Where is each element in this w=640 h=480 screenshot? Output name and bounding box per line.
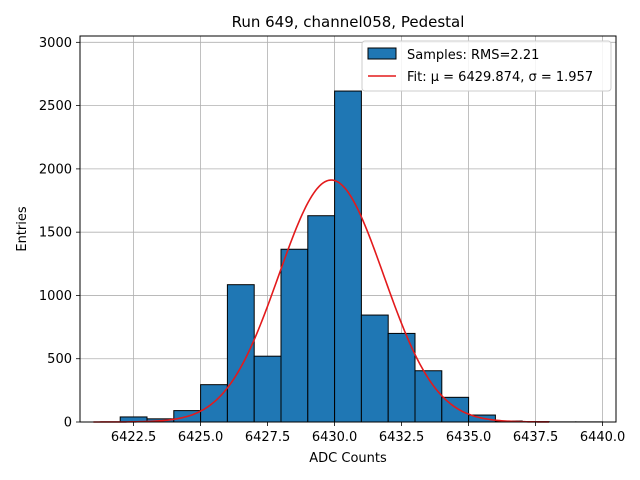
x-tick-label: 6427.5 — [245, 430, 291, 445]
y-tick-label: 0 — [64, 416, 72, 431]
x-tick-label: 6425.0 — [178, 430, 224, 445]
histogram-bar — [441, 396, 470, 423]
x-axis-ticks: 6422.5 6425.0 6427.5 6430.0 6432.5 6435.0 6437… — [111, 422, 626, 445]
chart-title: Run 649, channel058, Pedestal — [232, 13, 465, 31]
fit-curve — [93, 179, 550, 423]
x-tick-label: 6422.5 — [111, 430, 157, 445]
histogram-bar — [253, 355, 282, 423]
histogram-bar — [387, 332, 416, 423]
y-axis-ticks: 0 500 1000 1500 2000 2500 3000 — [39, 36, 80, 431]
y-tick-label: 2500 — [39, 99, 72, 114]
y-tick-label: 2000 — [39, 162, 72, 177]
legend-label-samples: Samples: RMS=2.21 — [407, 48, 539, 63]
histogram-bar — [226, 284, 255, 423]
y-axis-label: Entries — [15, 206, 30, 252]
histogram-bar — [200, 384, 228, 423]
x-axis-label: ADC Counts — [309, 451, 387, 466]
legend-swatch-samples — [367, 47, 397, 60]
y-tick-label: 1000 — [39, 289, 72, 304]
histogram-bar — [334, 90, 362, 423]
legend-box — [361, 40, 612, 92]
histogram-bars — [119, 90, 604, 423]
x-tick-label: 6432.5 — [379, 430, 425, 445]
y-tick-label: 1500 — [39, 226, 72, 241]
x-tick-label: 6435.0 — [446, 430, 492, 445]
plot-frame — [79, 35, 617, 423]
y-tick-label: 3000 — [39, 36, 72, 51]
x-tick-label: 6440.0 — [580, 430, 626, 445]
histogram-bar — [280, 248, 309, 423]
y-tick-label: 500 — [47, 352, 72, 367]
fit-curve-layer — [93, 179, 550, 423]
x-tick-label: 6430.0 — [312, 430, 358, 445]
histogram-bar — [360, 314, 389, 423]
legend: Samples: RMS=2.21 Fit: μ = 6429.874, σ =… — [361, 40, 612, 92]
histogram-bar — [307, 215, 336, 423]
x-tick-label: 6437.5 — [513, 430, 559, 445]
legend-label-fit: Fit: μ = 6429.874, σ = 1.957 — [407, 70, 593, 85]
